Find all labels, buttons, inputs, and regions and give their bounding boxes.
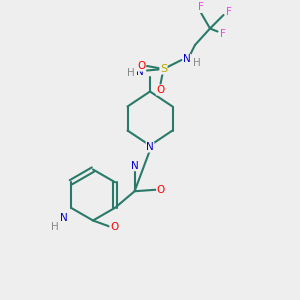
Text: O: O bbox=[157, 185, 165, 195]
Text: N: N bbox=[131, 161, 139, 171]
Text: H: H bbox=[193, 58, 200, 68]
Text: O: O bbox=[137, 61, 145, 71]
Text: F: F bbox=[226, 7, 232, 17]
Text: S: S bbox=[160, 64, 167, 74]
Text: N: N bbox=[146, 142, 154, 152]
Text: H: H bbox=[50, 222, 58, 232]
Text: N: N bbox=[136, 67, 143, 77]
Text: O: O bbox=[110, 221, 118, 232]
Text: F: F bbox=[198, 2, 204, 13]
Text: N: N bbox=[59, 213, 67, 223]
Text: O: O bbox=[156, 85, 165, 95]
Text: H: H bbox=[127, 68, 134, 79]
Text: N: N bbox=[183, 54, 191, 64]
Text: F: F bbox=[220, 29, 226, 40]
